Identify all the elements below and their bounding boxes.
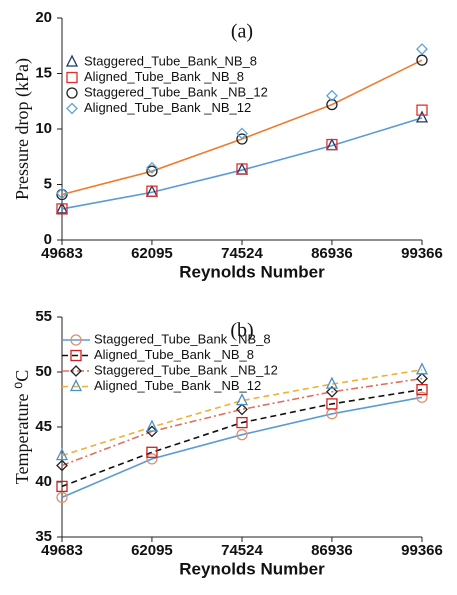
y-tick-label: 45 bbox=[35, 418, 52, 435]
x-tick-label: 86936 bbox=[311, 542, 353, 559]
marker bbox=[236, 416, 248, 429]
x-tick-label: 74524 bbox=[221, 542, 263, 559]
series-line bbox=[61, 369, 423, 457]
legend-marker bbox=[66, 87, 78, 99]
legend-marker bbox=[65, 54, 79, 67]
marker bbox=[416, 372, 428, 385]
y-axis-label: Pressure drop (kPa) bbox=[12, 58, 33, 200]
y-tick-label: 15 bbox=[35, 64, 52, 81]
marker bbox=[236, 163, 248, 175]
marker bbox=[415, 110, 429, 123]
marker bbox=[146, 453, 158, 465]
x-tick-label: 62095 bbox=[131, 245, 173, 262]
y-tick-label: 55 bbox=[35, 308, 52, 325]
marker bbox=[146, 165, 158, 177]
marker bbox=[146, 425, 158, 438]
marker bbox=[56, 491, 68, 504]
y-tick-label: 50 bbox=[35, 363, 52, 380]
marker bbox=[415, 362, 429, 375]
legend-marker bbox=[66, 71, 78, 84]
legend-marker bbox=[70, 334, 82, 346]
marker bbox=[326, 89, 338, 102]
series-line bbox=[61, 117, 423, 210]
legend-label: Aligned_Tube_Bank _NB_12 bbox=[84, 100, 251, 115]
marker bbox=[236, 127, 248, 140]
marker bbox=[236, 403, 248, 416]
legend-marker bbox=[70, 365, 82, 377]
series-line bbox=[61, 388, 423, 488]
legend-label: Staggered_Tube_Bank _NB_12 bbox=[84, 84, 268, 99]
x-tick-label: 62095 bbox=[131, 542, 173, 559]
marker bbox=[56, 480, 68, 493]
legend-marker bbox=[66, 102, 78, 115]
marker bbox=[56, 203, 68, 215]
legend-label: Aligned_Tube_Bank _NB_12 bbox=[94, 378, 261, 393]
x-tick-label: 49683 bbox=[41, 542, 83, 559]
marker bbox=[326, 138, 338, 151]
x-tick-label: 99366 bbox=[401, 245, 443, 262]
marker bbox=[416, 383, 428, 396]
legend-marker bbox=[70, 349, 82, 362]
marker bbox=[55, 201, 69, 214]
y-tick-label: 20 bbox=[35, 9, 52, 26]
title: (b) bbox=[230, 320, 253, 342]
x-tick-label: 49683 bbox=[41, 245, 83, 262]
marker bbox=[236, 133, 248, 145]
series-line bbox=[61, 396, 423, 499]
marker bbox=[146, 185, 158, 197]
marker bbox=[416, 43, 428, 55]
legend-label: Aligned_Tube_Bank _NB_8 bbox=[94, 347, 254, 362]
marker bbox=[235, 393, 249, 406]
x-tick-label: 74524 bbox=[221, 245, 263, 262]
legend-label: Staggered_Tube_Bank _NB_12 bbox=[94, 362, 278, 377]
marker bbox=[56, 459, 68, 472]
y-tick-label: 0 bbox=[44, 231, 52, 248]
marker bbox=[326, 98, 338, 111]
legend-marker bbox=[69, 379, 83, 392]
series-line bbox=[61, 377, 423, 467]
x-axis-label: Reynolds Number bbox=[179, 559, 325, 578]
legend-label: Staggered_Tube_Bank _NB_8 bbox=[94, 331, 271, 346]
y-tick-label: 35 bbox=[35, 528, 52, 545]
title: (a) bbox=[231, 21, 253, 43]
x-tick-label: 86936 bbox=[311, 245, 353, 262]
marker bbox=[326, 398, 338, 410]
marker bbox=[416, 391, 428, 403]
legend-label: Aligned_Tube_Bank _NB_8 bbox=[84, 69, 244, 84]
marker bbox=[325, 376, 338, 389]
marker bbox=[146, 161, 158, 174]
marker bbox=[55, 448, 69, 461]
marker bbox=[146, 446, 158, 458]
marker bbox=[56, 188, 68, 201]
marker bbox=[56, 187, 68, 200]
x-tick-label: 99366 bbox=[401, 542, 443, 559]
marker bbox=[416, 54, 428, 66]
marker bbox=[236, 429, 248, 441]
y-tick-label: 40 bbox=[35, 473, 52, 490]
legend-label: Staggered_Tube_Bank_NB_8 bbox=[84, 53, 257, 68]
y-tick-label: 5 bbox=[44, 175, 52, 192]
marker bbox=[145, 419, 158, 432]
y-tick-label: 10 bbox=[35, 120, 52, 137]
marker bbox=[416, 104, 428, 116]
y-axis-label: Temperature ⁰C bbox=[12, 370, 32, 484]
x-axis-label: Reynolds Number bbox=[179, 262, 325, 281]
marker bbox=[326, 385, 338, 398]
